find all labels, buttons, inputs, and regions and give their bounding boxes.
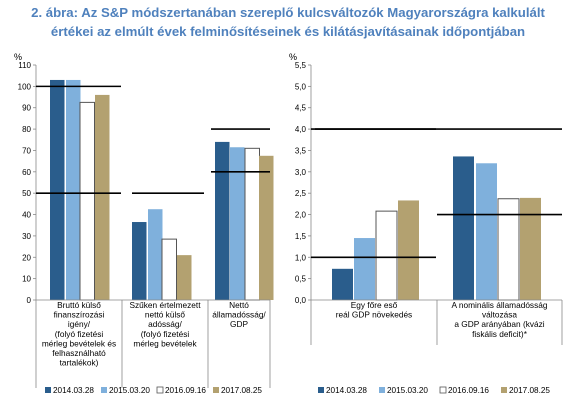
right-y-tick-label: 3,5	[295, 146, 307, 155]
right-y-tick-label: 0,5	[295, 275, 307, 284]
right-legend-swatch	[501, 387, 507, 393]
left-category-label: igény/	[68, 319, 91, 329]
left-y-tick-label: 110	[18, 61, 31, 70]
left-bar-s2-c0	[79, 101, 95, 301]
right-legend-label: 2014.03.28	[326, 386, 367, 395]
left-bar-s0-c0	[50, 79, 65, 300]
left-legend-swatch	[45, 387, 51, 393]
left-category-label: Nettó	[229, 300, 249, 310]
right-bar-s2-c0	[375, 210, 398, 301]
left-legend-label: 2014.03.28	[53, 386, 94, 395]
right-legend-label: 2015.03.20	[387, 386, 428, 395]
left-y-tick-label: 90	[22, 104, 31, 113]
title-line-2: értékei az elmúlt évek felminősítéseinek…	[50, 24, 526, 39]
right-bar-s3-c0	[398, 200, 419, 300]
right-y-tick-label: 5,0	[295, 82, 307, 91]
left-category-label: finanszírozási	[54, 310, 105, 320]
left-category-label: (folyó fizetési	[55, 329, 104, 339]
right-legend-swatch	[379, 387, 385, 393]
left-y-tick-label: 100	[18, 82, 32, 91]
left-category-label: tartalékok)	[60, 358, 99, 368]
left-y-tick-label: 60	[22, 168, 31, 177]
left-bar-s3-c0	[95, 94, 110, 300]
right-category-label: változása	[482, 310, 517, 320]
right-legend-swatch	[439, 386, 447, 394]
left-bar-s0-c2	[215, 141, 230, 300]
right-y-tick-label: 1,5	[295, 232, 307, 241]
right-category-label: fiskális deficit)*	[472, 329, 528, 339]
left-category-label: (folyó fizetési	[141, 329, 190, 339]
right-bar-s0-c1	[453, 156, 474, 300]
left-category-label: mérleg bevételek és	[42, 338, 116, 348]
right-category-label: A nominális államadósság	[452, 300, 548, 310]
left-bar-s3-c1	[177, 255, 192, 300]
left-category-label: államadósság/	[212, 310, 266, 320]
title-line-1: 2. ábra: Az S&P módszertanában szereplő …	[31, 5, 545, 20]
left-legend-swatch	[101, 387, 107, 393]
right-bar-s1-c0	[354, 238, 375, 300]
right-y-tick-label: 5,5	[295, 61, 307, 70]
right-y-tick-label: 3,0	[295, 168, 307, 177]
left-y-tick-label: 70	[22, 146, 31, 155]
left-y-tick-label: 30	[22, 232, 31, 241]
right-bar-s0-c0	[332, 268, 353, 300]
right-category-label: reál GDP növekedés	[336, 310, 412, 320]
left-category-label: GDP	[230, 319, 248, 329]
left-legend-swatch	[156, 386, 164, 394]
left-y-tick-label: 10	[22, 275, 31, 284]
right-category-label: a GDP arányában (kvázi	[454, 319, 544, 329]
left-category-label: Szűken értelmezett	[129, 300, 201, 310]
left-category-label: felhasználható	[52, 348, 106, 358]
left-category-label: Bruttó külső	[57, 300, 101, 310]
right-y-tick-label: 4,0	[295, 125, 307, 134]
right-y-tick-label: 1,0	[295, 253, 307, 262]
left-category-label: adósság/	[148, 319, 182, 329]
right-y-tick-label: 0,0	[295, 296, 307, 305]
right-y-unit-label: %	[289, 52, 297, 62]
left-y-tick-label: 40	[22, 211, 31, 220]
right-y-tick-label: 2,0	[295, 211, 307, 220]
left-y-tick-label: 0	[27, 296, 32, 305]
right-bar-s3-c1	[520, 197, 541, 300]
right-y-tick-label: 2,5	[295, 189, 307, 198]
left-y-tick-label: 50	[22, 189, 31, 198]
left-legend-swatch	[213, 387, 219, 393]
right-bar-s1-c1	[476, 163, 497, 300]
left-legend-label: 2015.03.20	[109, 386, 150, 395]
left-category-label: nettó külső	[145, 310, 186, 320]
right-legend-label: 2016.09.16	[448, 386, 489, 395]
left-bar-s3-c2	[259, 155, 274, 300]
left-category-label: mérleg bevételek	[133, 338, 197, 348]
left-bar-s2-c1	[161, 238, 177, 301]
chart-title: 2. ábra: Az S&P módszertanában szereplő …	[0, 3, 576, 41]
right-legend-swatch	[318, 387, 324, 393]
left-legend-label: 2016.09.16	[165, 386, 206, 395]
right-category-label: Egy főre eső	[351, 300, 398, 310]
left-y-tick-label: 20	[22, 253, 31, 262]
right-legend-label: 2017.08.25	[509, 386, 550, 395]
left-bar-s1-c2	[230, 147, 245, 300]
left-y-unit-label: %	[14, 52, 22, 62]
left-bar-s1-c0	[66, 79, 81, 300]
left-bar-s0-c1	[132, 222, 147, 300]
left-legend-label: 2017.08.25	[221, 386, 262, 395]
left-bar-s1-c1	[148, 209, 163, 300]
left-y-tick-label: 80	[22, 125, 31, 134]
right-y-tick-label: 4,5	[295, 104, 307, 113]
